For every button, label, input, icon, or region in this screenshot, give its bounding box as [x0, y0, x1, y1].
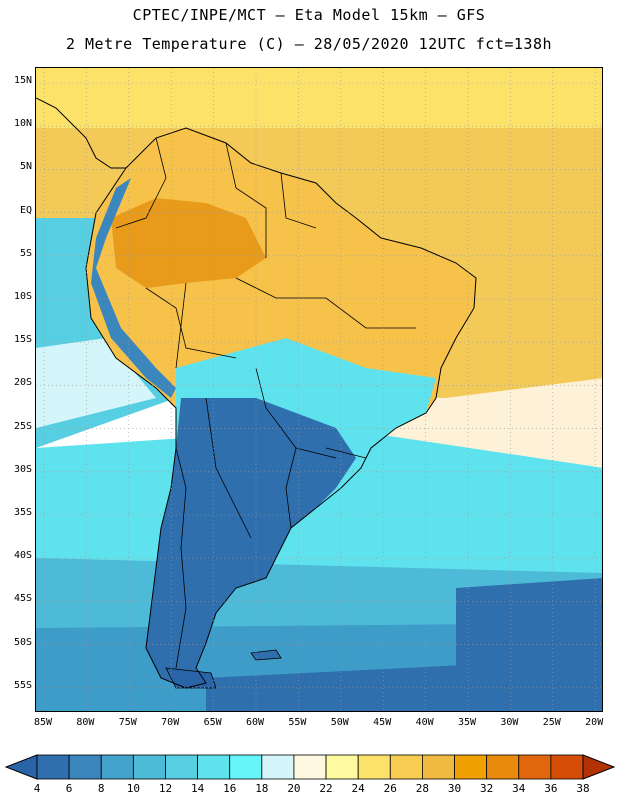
latitude-label: 5S [19, 247, 32, 259]
latitude-label: 5N [19, 161, 32, 173]
longitude-label: 30W [500, 717, 519, 728]
latitude-label: 15N [13, 75, 32, 86]
ocean-far-south [206, 658, 602, 711]
longitude-label: 70W [161, 717, 180, 728]
colorbar-segment [293, 754, 327, 780]
latitude-label: 50S [13, 636, 32, 648]
map-title: CPTEC/INPE/MCT – Eta Model 15km – GFS [132, 6, 486, 24]
longitude-label: 50W [330, 717, 349, 728]
latitude-label: 25S [13, 420, 32, 432]
colorbar-segment [518, 754, 552, 780]
colorbar-level-label: 22 [319, 782, 333, 795]
latitude-label: 10N [13, 118, 32, 130]
colorbar-level-label: 20 [287, 782, 301, 795]
colorbar-segment [389, 754, 423, 780]
latitude-label: 45S [13, 593, 32, 605]
colorbar-under-arrow [4, 754, 38, 780]
colorbar-segment [165, 754, 198, 780]
land-cold-zone [146, 398, 356, 688]
andes-ridge [91, 178, 176, 398]
longitude-label: 80W [76, 717, 95, 728]
colorbar-level-label: 34 [512, 782, 526, 795]
colorbar-level-label: 14 [190, 782, 205, 795]
latitude-label: 20S [13, 377, 32, 389]
falkland-islands [250, 649, 282, 661]
longitude-label: 60W [245, 717, 265, 728]
longitude-label: 65W [203, 717, 222, 728]
longitude-label: 45W [373, 717, 392, 728]
colorbar-segment [357, 754, 391, 780]
ocean-southeast-dark [456, 578, 602, 668]
latitude-label: 40S [13, 550, 32, 562]
colorbar-level-label: 26 [383, 782, 397, 795]
colorbar-level-label: 28 [415, 782, 430, 795]
colorbar-segment [261, 754, 295, 780]
amazon-hot-region [111, 198, 266, 288]
colorbar-level-label: 4 [33, 782, 41, 795]
latitude-label: 35S [13, 507, 32, 518]
colorbar-segment [325, 754, 359, 780]
latitude-label: 55S [13, 679, 32, 691]
latitude-label: 15S [13, 334, 32, 346]
longitude-label: 35W [457, 717, 477, 728]
colorbar-level-label: 8 [97, 782, 105, 795]
colorbar-over-arrow [582, 754, 616, 780]
lat-lon-grid [36, 68, 602, 711]
latitude-label: EQ [19, 204, 32, 216]
longitude-label: 20W [585, 717, 604, 728]
colorbar-level-label: 38 [576, 782, 590, 795]
colorbar-segment [100, 754, 134, 780]
longitude-label: 55W [288, 717, 307, 728]
map-subtitle: 2 Metre Temperature (C) – 28/05/2020 12U… [65, 35, 553, 53]
longitude-label: 25W [542, 717, 561, 728]
colorbar-level-label: 18 [255, 782, 269, 795]
colorbar-level-label: 36 [544, 782, 558, 795]
color-scale-bar [4, 754, 616, 780]
latitude-label: 10S [13, 291, 32, 302]
colorbar-level-label: 30 [447, 782, 462, 795]
central-america-coast [36, 97, 126, 169]
longitude-label: 75W [118, 717, 137, 728]
colorbar-segment [197, 754, 231, 780]
colorbar-segment [229, 754, 263, 780]
ocean-pale-west [36, 338, 156, 428]
colorbar-level-label: 10 [126, 782, 140, 795]
colorbar-segment [68, 754, 102, 780]
ocean-north-light [36, 68, 602, 128]
colorbar-level-label: 32 [480, 782, 494, 795]
colorbar-segment [422, 754, 455, 780]
map-canvas [36, 68, 602, 711]
country-borders [115, 137, 416, 669]
colorbar-level-label: 6 [65, 782, 73, 795]
temperature-map [35, 67, 603, 712]
colorbar-segment [550, 754, 584, 780]
latitude-label: 30S [13, 463, 32, 475]
colorbar-segment [132, 754, 166, 780]
colorbar-segment [454, 754, 488, 780]
colorbar-level-label: 16 [223, 782, 237, 795]
colorbar-segment [486, 754, 520, 780]
colorbar-level-label: 24 [351, 782, 365, 795]
coastline [85, 127, 477, 689]
longitude-label: 40W [415, 717, 434, 728]
longitude-label: 85W [33, 717, 53, 728]
colorbar-segment [36, 754, 70, 780]
colorbar-level-label: 12 [158, 782, 173, 795]
